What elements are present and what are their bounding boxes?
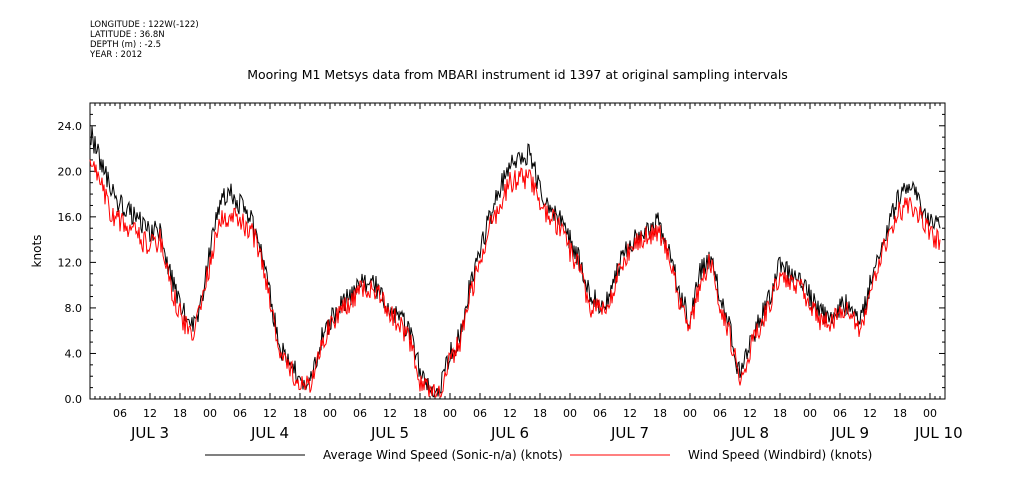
latitude-label: LATITUDE : 36.8N	[90, 30, 165, 40]
x-hour-label: 18	[293, 407, 307, 420]
series-line-windbird	[89, 159, 941, 398]
x-hour-label: 18	[173, 407, 187, 420]
x-hour-label: 06	[353, 407, 367, 420]
legend: Average Wind Speed (Sonic-n/a) (knots) Wi…	[205, 448, 872, 462]
x-hour-label: 18	[413, 407, 427, 420]
x-hour-label: 06	[113, 407, 127, 420]
series-layer	[89, 126, 941, 398]
x-hour-label: 00	[203, 407, 217, 420]
x-hour-label: 18	[773, 407, 787, 420]
x-hour-label: 00	[683, 407, 697, 420]
x-hour-label: 00	[443, 407, 457, 420]
x-day-label: JUL 10	[914, 424, 963, 442]
x-hour-label: 06	[713, 407, 727, 420]
x-hour-label: 12	[383, 407, 397, 420]
x-day-label: JUL 8	[730, 424, 769, 442]
x-hour-label: 12	[743, 407, 757, 420]
plot-frame	[89, 102, 946, 400]
x-hour-label: 12	[503, 407, 517, 420]
x-day-label: JUL 5	[370, 424, 409, 442]
longitude-label: LONGITUDE : 122W(-122)	[90, 20, 199, 30]
series-line-average-wind-speed	[89, 126, 941, 398]
legend-label-average: Average Wind Speed (Sonic-n/a) (knots)	[323, 448, 563, 462]
x-hour-label: 06	[593, 407, 607, 420]
x-hour-label: 12	[143, 407, 157, 420]
year-label: YEAR : 2012	[90, 50, 143, 60]
y-tick-label: 24.0	[58, 120, 83, 133]
y-tick-label: 20.0	[58, 165, 83, 178]
x-hour-label: 18	[653, 407, 667, 420]
y-tick-label: 0.0	[65, 393, 83, 406]
x-hour-label: 18	[893, 407, 907, 420]
x-hour-label: 18	[533, 407, 547, 420]
x-hour-label: 12	[263, 407, 277, 420]
x-day-label: JUL 4	[250, 424, 289, 442]
y-tick-label: 16.0	[58, 211, 83, 224]
chart-title: Mooring M1 Metsys data from MBARI instru…	[247, 67, 788, 82]
y-tick-label: 4.0	[65, 347, 83, 360]
x-hour-label: 00	[923, 407, 937, 420]
depth-label: DEPTH (m) : -2.5	[90, 40, 162, 50]
x-day-label: JUL 9	[830, 424, 869, 442]
x-hour-label: 00	[323, 407, 337, 420]
y-axis-label: knots	[30, 235, 44, 268]
x-day-label: JUL 3	[130, 424, 169, 442]
y-tick-label: 12.0	[58, 256, 83, 269]
plot-axes: 0.0 4.0 8.0 12.0 16.0 20.0 24.0 knots 06 12 18 00 06…	[30, 102, 963, 442]
x-day-label: JUL 6	[490, 424, 529, 442]
x-hour-label: 00	[563, 407, 577, 420]
y-tick-label: 8.0	[65, 302, 83, 315]
legend-label-windbird: Wind Speed (Windbird) (knots)	[688, 448, 872, 462]
x-day-label: JUL 7	[610, 424, 649, 442]
x-hour-label: 00	[803, 407, 817, 420]
x-hour-label: 06	[233, 407, 247, 420]
x-hour-label: 06	[473, 407, 487, 420]
x-hour-label: 12	[623, 407, 637, 420]
x-hour-label: 12	[863, 407, 877, 420]
metadata-block: LONGITUDE : 122W(-122) LATITUDE : 36.8N …	[90, 20, 199, 60]
x-hour-label: 06	[833, 407, 847, 420]
